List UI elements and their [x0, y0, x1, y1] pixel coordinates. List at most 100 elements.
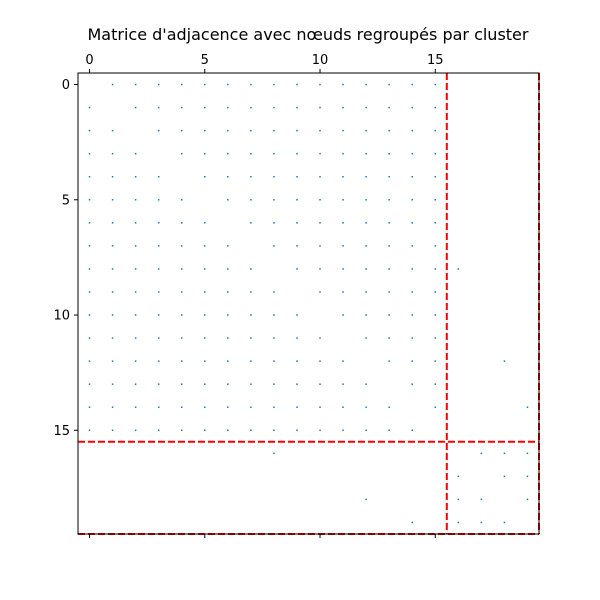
matrix-entry-marker — [319, 268, 321, 270]
matrix-entry-marker — [388, 83, 390, 86]
x-tick-label: 15 — [427, 53, 444, 68]
x-axis-bottom — [89, 534, 436, 538]
matrix-entry-marker — [180, 360, 183, 362]
matrix-entry-marker — [273, 291, 275, 293]
matrix-entry-marker — [180, 429, 183, 432]
matrix-entry-marker — [457, 521, 460, 524]
matrix-entry-marker — [204, 429, 206, 432]
matrix-entry-marker — [273, 106, 275, 109]
matrix-entry-marker — [411, 199, 413, 201]
matrix-entry-marker — [157, 337, 160, 339]
matrix-entry-marker — [434, 83, 437, 86]
plot-spines — [77, 72, 540, 535]
matrix-entry-marker — [180, 199, 183, 201]
matrix-entry-marker — [296, 222, 298, 224]
matrix-entry-marker — [296, 314, 298, 316]
matrix-entry-marker — [434, 406, 437, 408]
matrix-entry-marker — [227, 360, 229, 362]
matrix-entry-marker — [319, 360, 321, 362]
matrix-entry-marker — [365, 268, 367, 270]
matrix-entry-marker — [88, 268, 91, 270]
matrix-entry-marker — [388, 268, 390, 270]
matrix-entry-marker — [273, 175, 275, 178]
matrix-entry-marker — [342, 291, 344, 293]
matrix-entry-marker — [88, 175, 91, 178]
matrix-entry-marker — [134, 360, 137, 362]
matrix-entry-marker — [273, 429, 275, 432]
matrix-entry-marker — [180, 291, 183, 293]
x-tick-label: 5 — [201, 53, 209, 68]
matrix-entry-marker — [503, 475, 506, 478]
matrix-entry-marker — [388, 360, 390, 362]
matrix-entry-marker — [111, 314, 114, 316]
matrix-entry-marker — [388, 406, 390, 408]
matrix-entry-marker — [365, 152, 367, 155]
matrix-entry-marker — [180, 106, 183, 109]
matrix-entry-marker — [227, 129, 229, 132]
chart-title: Matrice d'adjacence avec nœuds regroupés… — [88, 25, 529, 44]
matrix-markers — [88, 83, 529, 524]
matrix-entry-marker — [180, 337, 183, 339]
matrix-entry-marker — [250, 83, 252, 86]
matrix-entry-marker — [273, 83, 275, 86]
matrix-entry-marker — [411, 106, 413, 109]
matrix-entry-marker — [296, 106, 298, 109]
matrix-entry-marker — [204, 314, 206, 316]
matrix-entry-marker — [157, 314, 160, 316]
matrix-entry-marker — [180, 383, 183, 385]
y-tick-label: 15 — [53, 424, 70, 439]
matrix-entry-marker — [342, 129, 344, 132]
matrix-entry-marker — [342, 406, 344, 408]
matrix-entry-marker — [434, 314, 437, 316]
matrix-entry-marker — [157, 268, 160, 270]
matrix-entry-marker — [204, 383, 206, 385]
matrix-entry-marker — [319, 152, 321, 155]
matrix-entry-marker — [88, 152, 91, 155]
matrix-entry-marker — [434, 383, 437, 385]
matrix-entry-marker — [388, 106, 390, 109]
matrix-entry-marker — [296, 199, 298, 201]
matrix-entry-marker — [273, 360, 275, 362]
matrix-entry-marker — [388, 175, 390, 178]
matrix-entry-marker — [434, 222, 437, 224]
matrix-entry-marker — [342, 245, 344, 247]
matrix-entry-marker — [434, 199, 437, 201]
matrix-entry-marker — [411, 83, 413, 86]
matrix-entry-marker — [134, 199, 137, 201]
matrix-entry-marker — [111, 406, 114, 408]
matrix-entry-marker — [250, 314, 252, 316]
matrix-entry-marker — [365, 314, 367, 316]
matrix-entry-marker — [296, 429, 298, 432]
matrix-entry-marker — [411, 152, 413, 155]
matrix-entry-marker — [342, 152, 344, 155]
matrix-entry-marker — [503, 452, 506, 455]
matrix-entry-marker — [204, 406, 206, 408]
matrix-entry-marker — [88, 129, 91, 132]
x-axis-top: 0 5 10 15 — [85, 53, 444, 73]
matrix-entry-marker — [134, 314, 137, 316]
matrix-entry-marker — [319, 245, 321, 247]
matrix-entry-marker — [111, 429, 114, 432]
matrix-entry-marker — [134, 291, 137, 293]
matrix-entry-marker — [273, 245, 275, 247]
matrix-entry-marker — [411, 268, 413, 270]
matrix-entry-marker — [157, 360, 160, 362]
matrix-entry-marker — [526, 498, 529, 501]
matrix-entry-marker — [111, 129, 114, 132]
matrix-entry-marker — [388, 129, 390, 132]
matrix-entry-marker — [227, 245, 229, 247]
matrix-entry-marker — [411, 314, 413, 316]
matrix-entry-marker — [180, 268, 183, 270]
matrix-entry-marker — [319, 291, 321, 293]
matrix-entry-marker — [365, 429, 367, 432]
matrix-entry-marker — [111, 268, 114, 270]
matrix-entry-marker — [526, 406, 529, 408]
matrix-entry-marker — [434, 175, 437, 178]
matrix-entry-marker — [319, 199, 321, 201]
matrix-entry-marker — [88, 199, 91, 201]
matrix-entry-marker — [365, 175, 367, 178]
matrix-entry-marker — [411, 129, 413, 132]
matrix-entry-marker — [134, 175, 137, 178]
matrix-entry-marker — [319, 383, 321, 385]
matrix-entry-marker — [526, 452, 529, 455]
